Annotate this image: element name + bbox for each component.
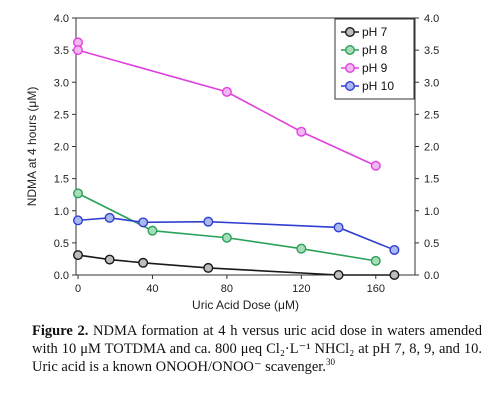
data-point-ph9 [370,160,381,171]
caption-reference: 30 [325,357,335,368]
legend-item-ph8: pH 8 [341,43,388,57]
y-tick-label: 0.0 [54,270,69,282]
series-layer [72,37,400,281]
legend-marker [345,27,356,38]
legend-marker [345,80,356,91]
data-point-ph7 [72,250,83,261]
series-ph8 [72,188,381,266]
x-tick-label: 40 [146,283,158,295]
y2-tick-label: 1.5 [424,174,439,186]
data-point-ph10 [104,212,115,223]
series-line-ph9 [77,42,377,167]
legend: pH 7 pH 8 pH 9 pH 10 [334,18,415,100]
y2-tick-label: 3.5 [424,45,439,57]
y-tick-label: 3.0 [54,77,69,89]
legend-label: pH 10 [362,79,394,93]
x-tick-label: 80 [221,283,233,295]
data-point-ph7 [138,257,149,268]
caption-text: NDMA formation at 4 h versus uric acid d… [32,323,482,375]
data-point-ph8 [147,225,158,236]
legend-item-ph10: pH 10 [341,79,394,93]
series-ph9 [72,37,381,171]
data-point-ph9 [72,45,83,56]
data-point-ph10 [138,217,149,228]
legend-marker [345,63,356,74]
data-point-ph10 [389,244,400,255]
y2-tick-label: 0.0 [424,270,439,282]
data-point-ph10 [203,216,214,227]
data-point-ph8 [221,232,232,243]
y2-tick-label: 2.0 [424,142,439,154]
y-tick-label: 2.5 [54,109,69,121]
series-ph10 [72,212,400,255]
y-tick-label: 0.5 [54,238,69,250]
series-line-ph10 [77,217,395,251]
legend-label: pH 9 [362,61,388,75]
data-point-ph7 [104,254,115,265]
y-tick-label: 3.5 [54,45,69,57]
x-tick-label: 0 [75,283,81,295]
y-axis-title: NDMA at 4 hours (μM) [25,87,39,207]
data-point-ph10 [72,215,83,226]
x-tick-label: 120 [292,283,310,295]
axes: 0 40 80 120 160 0.0 0.5 1.0 1.5 2.0 2.5 3.0 3.5 4.0 0.… [54,13,440,295]
data-point-ph7 [333,270,344,281]
data-point-ph8 [370,255,381,266]
legend-label: pH 8 [362,43,388,57]
legend-label: pH 7 [362,25,388,39]
data-point-ph9 [221,86,232,97]
y-tick-label: 1.0 [54,206,69,218]
y2-tick-label: 4.0 [424,13,439,25]
legend-item-ph7: pH 7 [341,25,388,39]
data-point-ph8 [296,243,307,254]
y-tick-label: 4.0 [54,13,69,25]
caption-label: Figure 2. [32,323,89,339]
chart: 0 40 80 120 160 0.0 0.5 1.0 1.5 2.0 2.5 3.0 3.5 4.0 0.… [25,13,440,312]
series-line-ph7 [77,254,395,276]
figure-caption: Figure 2. NDMA formation at 4 h versus u… [32,322,482,376]
data-point-ph8 [72,188,83,199]
y2-tick-label: 0.5 [424,238,439,250]
y2-tick-label: 2.5 [424,109,439,121]
series-ph7 [72,250,400,281]
y2-tick-label: 1.0 [424,206,439,218]
legend-item-ph9: pH 9 [341,61,388,75]
x-axis-title: Uric Acid Dose (μM) [192,298,299,312]
data-point-ph9 [296,126,307,137]
legend-marker [345,45,356,56]
data-point-ph10 [333,222,344,233]
y-tick-label: 2.0 [54,142,69,154]
data-point-ph7 [203,262,214,273]
y2-tick-label: 3.0 [424,77,439,89]
data-point-ph7 [389,270,400,281]
x-tick-label: 160 [367,283,385,295]
y-tick-label: 1.5 [54,174,69,186]
